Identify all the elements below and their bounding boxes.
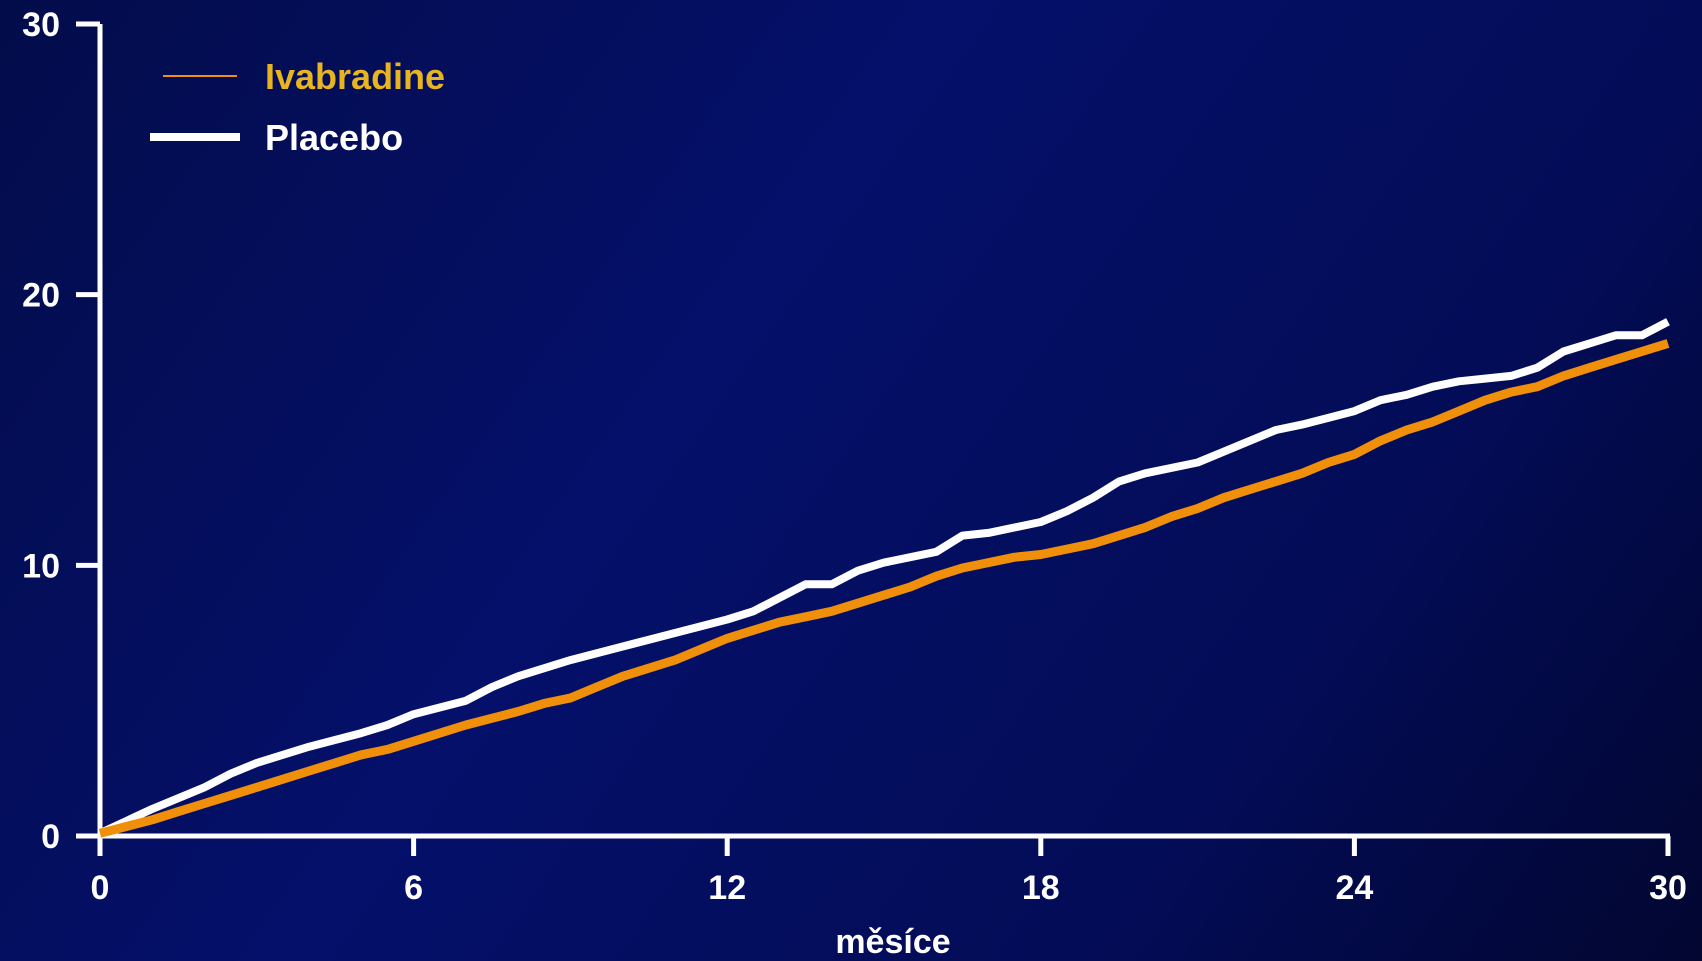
legend-label-placebo: Placebo [265,117,403,158]
y-tick-label: 10 [22,547,60,585]
series-line-placebo [98,318,1670,837]
x-tick-label: 24 [1335,869,1373,907]
series-line-ivabradine [98,339,1670,838]
series-layer [98,318,1670,838]
legend: Ivabradine Placebo [150,56,445,158]
x-tick-label: 0 [91,869,110,907]
x-tick-label: 30 [1649,869,1687,907]
x-tick-label: 18 [1022,869,1060,907]
legend-label-ivabradine: Ivabradine [265,56,445,97]
x-tick-label: 12 [708,869,746,907]
y-tick-label: 20 [22,277,60,315]
x-tick-label: 6 [404,869,423,907]
axes: 0 10 20 30 0 6 12 18 24 30 [22,6,1687,907]
y-tick-label: 0 [41,818,60,856]
y-tick-label: 30 [22,6,60,44]
x-axis-title: měsíce [835,923,950,961]
